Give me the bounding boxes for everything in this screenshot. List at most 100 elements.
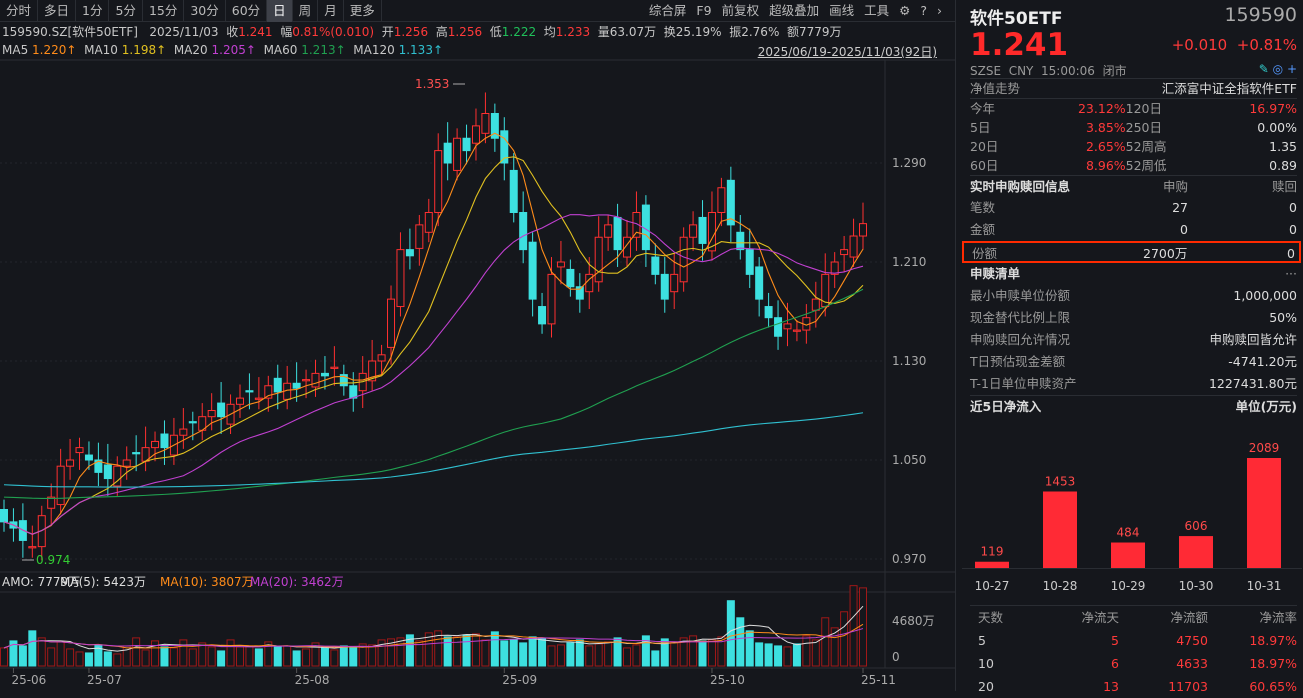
tool-button[interactable]: 画线 <box>829 3 855 18</box>
volume-bar <box>783 646 792 667</box>
volume-bar <box>349 647 358 667</box>
chevron-right-icon[interactable]: › <box>937 3 942 18</box>
inflow-value-label: 2089 <box>1249 441 1280 455</box>
tab-period[interactable]: 5分 <box>109 0 143 22</box>
add-icon[interactable]: + <box>1286 62 1297 76</box>
tab-period[interactable]: 月 <box>318 0 344 22</box>
candle-body <box>453 137 462 171</box>
candlestick-chart: 1.290 1.210 1.130 1.050 0.970 1.353 0.974 AMO: … <box>0 59 955 687</box>
volume-bar <box>519 642 528 667</box>
volume-bar <box>405 634 414 667</box>
tool-button[interactable]: 超级叠加 <box>769 3 820 18</box>
volume-bar <box>830 627 839 667</box>
inflow-bar <box>1179 536 1213 568</box>
volume-bar <box>47 647 56 667</box>
realtime-cell: 2700万 <box>1143 246 1188 261</box>
edit-icon[interactable]: ✎ <box>1258 62 1269 76</box>
volume-bar <box>56 641 65 667</box>
market-status: 闭市 <box>1102 64 1127 78</box>
volume-bar <box>481 639 490 667</box>
candle-body <box>745 249 754 275</box>
list-label: T-1日单位申赎资产 <box>970 376 1077 391</box>
volume-bar <box>320 647 329 667</box>
tab-more[interactable]: 更多 <box>344 0 382 22</box>
list-label: T日预估现金差额 <box>970 354 1066 369</box>
candle-body <box>604 224 613 238</box>
volume-bar <box>575 639 584 667</box>
x-tick-label: 25-09 <box>502 673 537 687</box>
quote-date: 2025/11/03 <box>149 25 219 39</box>
flow-row: 10 6 4633 18.97% <box>970 652 1297 675</box>
nav-cell: 60日 <box>970 158 999 173</box>
candle-body <box>415 224 424 249</box>
candle-body <box>556 261 565 268</box>
nav-row: 今年 23.12% 120日 16.97% <box>970 99 1297 118</box>
volume-bar <box>387 638 396 667</box>
more-button[interactable]: ··· <box>1285 266 1297 281</box>
flow-row: 20 13 11703 60.65% <box>970 675 1297 698</box>
candle-body <box>368 360 377 382</box>
tool-button[interactable]: 工具 <box>864 3 890 18</box>
candle-body <box>500 130 509 164</box>
tool-button[interactable]: F9 <box>696 3 712 18</box>
col-header: 申购 <box>1162 179 1188 194</box>
realtime-cell: 0 <box>1289 200 1297 215</box>
volume-bar <box>707 639 716 667</box>
candle-body <box>774 317 783 337</box>
candle-body <box>273 377 282 393</box>
inflow-date-label: 10-30 <box>1179 579 1214 593</box>
candle-body <box>103 464 112 480</box>
nav-cell: 120日 <box>1125 101 1163 116</box>
volume-bar <box>9 640 18 667</box>
help-icon[interactable]: ? <box>920 3 927 18</box>
tab-period[interactable]: 周 <box>293 0 319 22</box>
volume-bar <box>717 636 726 667</box>
candle-body <box>84 454 93 461</box>
tab-period[interactable]: 30分 <box>184 0 226 22</box>
amount-value: 7779万 <box>799 25 842 39</box>
volume-bar <box>528 636 537 667</box>
volume-axis-label: 0 <box>892 650 900 664</box>
volume-bar <box>103 651 112 667</box>
volume-bar <box>415 640 424 667</box>
candle-body <box>94 459 103 473</box>
security-name: 软件50ETF <box>970 9 1063 29</box>
tab-period[interactable]: 15分 <box>143 0 185 22</box>
volume-legend-ma20: MA(20): 3462万 <box>250 575 344 589</box>
candle-body <box>28 546 37 549</box>
realtime-cell: 0 <box>1287 246 1295 261</box>
gear-icon[interactable]: ⚙ <box>899 3 911 18</box>
volume-bar <box>613 637 622 667</box>
volume-bar <box>594 643 603 667</box>
candle-body <box>179 428 188 436</box>
volume-legend-amo: AMO: 7779万 <box>2 575 80 589</box>
volume-bar <box>169 647 178 667</box>
tab-period[interactable]: 多日 <box>38 0 77 22</box>
candle-body <box>726 179 735 226</box>
tool-button[interactable]: 前复权 <box>721 3 760 18</box>
list-label: 现金替代比例上限 <box>970 310 1071 325</box>
ma-line <box>3 288 864 500</box>
tab-period[interactable]: 60分 <box>226 0 268 22</box>
candle-body <box>405 249 414 257</box>
ma-value: 1.133↑ <box>398 43 444 57</box>
candle-body <box>320 372 329 377</box>
tab-period-day[interactable]: 日 <box>267 0 293 22</box>
tool-button[interactable]: 综合屏 <box>648 3 687 18</box>
realtime-row: 笔数 27 0 <box>970 197 1297 219</box>
volume-bar <box>641 635 650 667</box>
volume-ma-line <box>3 623 864 649</box>
date-range-selector[interactable]: 2025/06/19-2025/11/03(92日) <box>757 45 937 59</box>
tab-period[interactable]: 分时 <box>0 0 39 22</box>
nav-cell: 52周高 <box>1125 139 1167 154</box>
candle-body <box>849 235 858 258</box>
candle-body <box>689 224 698 238</box>
tab-period[interactable]: 1分 <box>76 0 110 22</box>
alert-icon[interactable]: ◎ <box>1272 62 1284 76</box>
volume-bar <box>859 587 867 667</box>
label: 振 <box>729 25 742 39</box>
candle-body <box>292 382 301 389</box>
candle-body <box>736 231 745 251</box>
realtime-cell: 金额 <box>970 222 996 237</box>
y-tick-label: 1.050 <box>892 453 926 467</box>
